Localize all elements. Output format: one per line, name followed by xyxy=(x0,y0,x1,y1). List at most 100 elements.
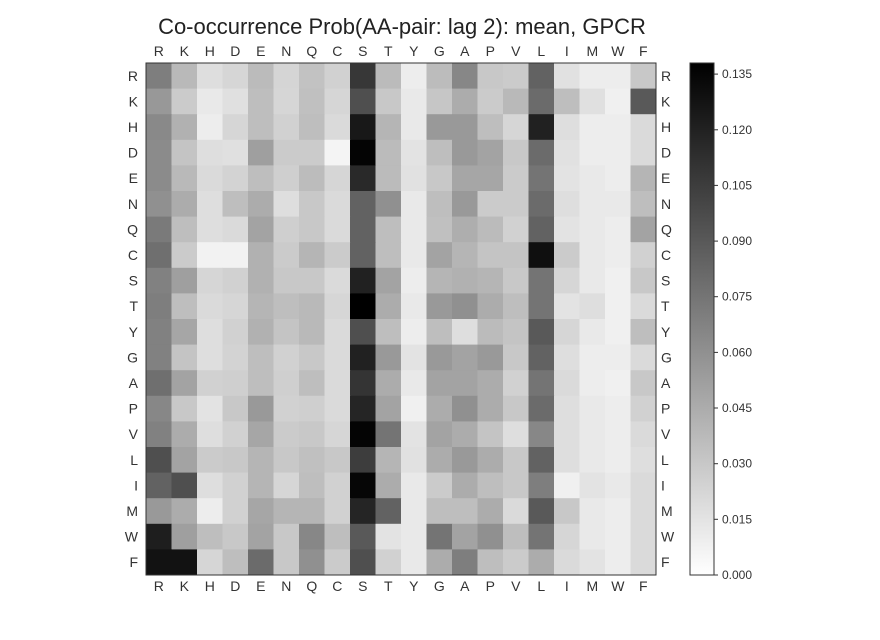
heatmap-cell-L-I xyxy=(554,447,580,474)
heatmap-cell-W-C xyxy=(324,523,351,550)
heatmap-cell-Q-R xyxy=(146,216,172,243)
heatmap-cell-F-N xyxy=(273,549,300,576)
heatmap-cell-W-N xyxy=(273,523,300,550)
heatmap-cell-C-F xyxy=(630,242,657,269)
heatmap-cell-E-D xyxy=(222,165,249,192)
heatmap-cell-W-W xyxy=(605,523,631,550)
heatmap-cell-M-C xyxy=(324,498,351,525)
y-tick-label-right-A: A xyxy=(661,375,671,391)
heatmap-cell-K-Y xyxy=(401,88,427,115)
heatmap-cell-I-G xyxy=(426,472,453,499)
heatmap-cell-I-A xyxy=(452,472,478,499)
heatmap-cell-M-P xyxy=(477,498,504,525)
heatmap-cell-D-A xyxy=(452,139,478,166)
heatmap-cell-H-L xyxy=(528,114,555,141)
y-tick-label-right-G: G xyxy=(661,349,672,365)
heatmap-cell-Q-I xyxy=(554,216,580,243)
heatmap-cell-P-I xyxy=(554,395,580,422)
heatmap-cell-C-D xyxy=(222,242,249,269)
heatmap-cell-M-G xyxy=(426,498,453,525)
x-tick-label-bottom-S: S xyxy=(358,578,367,594)
heatmap-cell-I-S xyxy=(350,472,376,499)
heatmap-cell-L-W xyxy=(605,447,631,474)
heatmap-cell-N-P xyxy=(477,191,504,218)
y-tick-label-right-Y: Y xyxy=(661,324,671,340)
heatmap-cell-R-A xyxy=(452,63,478,90)
y-tick-label-right-W: W xyxy=(661,529,675,545)
heatmap-cell-F-D xyxy=(222,549,249,576)
heatmap-cell-M-S xyxy=(350,498,376,525)
heatmap-cell-D-Y xyxy=(401,139,427,166)
heatmap-cell-Q-T xyxy=(375,216,402,243)
heatmap-cell-E-Q xyxy=(299,165,325,192)
y-tick-label-right-C: C xyxy=(661,247,671,263)
heatmap-cell-R-I xyxy=(554,63,580,90)
heatmap-cell-M-I xyxy=(554,498,580,525)
heatmap-cell-R-F xyxy=(630,63,657,90)
heatmap-cell-W-K xyxy=(171,523,198,550)
heatmap-cell-C-T xyxy=(375,242,402,269)
heatmap-cell-L-K xyxy=(171,447,198,474)
heatmap-cell-Q-Q xyxy=(299,216,325,243)
heatmap-cell-G-P xyxy=(477,344,504,371)
heatmap-cell-R-S xyxy=(350,63,376,90)
y-tick-label-left-G: G xyxy=(127,349,138,365)
heatmap-cell-K-M xyxy=(579,88,606,115)
heatmap-cell-G-G xyxy=(426,344,453,371)
heatmap-cell-G-Y xyxy=(401,344,427,371)
heatmap-cell-N-K xyxy=(171,191,198,218)
heatmap-cell-T-T xyxy=(375,293,402,320)
heatmap-cell-Y-H xyxy=(197,319,223,346)
heatmap-cell-E-W xyxy=(605,165,631,192)
y-tick-label-left-S: S xyxy=(129,273,138,289)
heatmap-cell-W-L xyxy=(528,523,555,550)
heatmap-cell-S-Y xyxy=(401,267,427,294)
heatmap-cell-N-Y xyxy=(401,191,427,218)
heatmap-cell-Q-Y xyxy=(401,216,427,243)
heatmap-cell-R-R xyxy=(146,63,172,90)
y-tick-label-left-R: R xyxy=(128,68,138,84)
heatmap-cell-T-M xyxy=(579,293,606,320)
heatmap-cell-T-N xyxy=(273,293,300,320)
heatmap-cell-C-L xyxy=(528,242,555,269)
heatmap-cell-R-K xyxy=(171,63,198,90)
heatmap-cell-T-S xyxy=(350,293,376,320)
heatmap-cell-W-F xyxy=(630,523,657,550)
heatmap-cell-H-T xyxy=(375,114,402,141)
heatmap-cell-L-E xyxy=(248,447,274,474)
heatmap-cell-P-S xyxy=(350,395,376,422)
heatmap-cell-A-R xyxy=(146,370,172,397)
heatmap-cell-Q-C xyxy=(324,216,351,243)
heatmap-cell-A-G xyxy=(426,370,453,397)
x-tick-label-bottom-N: N xyxy=(281,578,291,594)
heatmap-cell-C-C xyxy=(324,242,351,269)
heatmap-cell-K-F xyxy=(630,88,657,115)
y-tick-label-right-M: M xyxy=(661,503,673,519)
heatmap-cell-K-N xyxy=(273,88,300,115)
heatmap-cell-C-A xyxy=(452,242,478,269)
heatmap-cell-I-L xyxy=(528,472,555,499)
heatmap-cell-T-Y xyxy=(401,293,427,320)
x-tick-label-top-S: S xyxy=(358,43,367,59)
heatmap-cell-E-M xyxy=(579,165,606,192)
heatmap-cell-R-N xyxy=(273,63,300,90)
heatmap-cell-I-C xyxy=(324,472,351,499)
heatmap-cell-V-G xyxy=(426,421,453,448)
heatmap-cell-L-T xyxy=(375,447,402,474)
heatmap-cell-M-F xyxy=(630,498,657,525)
heatmap-cell-P-R xyxy=(146,395,172,422)
heatmap-cell-S-I xyxy=(554,267,580,294)
heatmap-cell-N-N xyxy=(273,191,300,218)
heatmap-cell-W-I xyxy=(554,523,580,550)
heatmap-cell-A-M xyxy=(579,370,606,397)
heatmap-cell-D-C xyxy=(324,139,351,166)
heatmap-cell-A-H xyxy=(197,370,223,397)
x-tick-label-top-G: G xyxy=(434,43,445,59)
heatmap-cell-T-P xyxy=(477,293,504,320)
heatmap-cell-G-Q xyxy=(299,344,325,371)
heatmap-cell-R-P xyxy=(477,63,504,90)
heatmap-cell-N-L xyxy=(528,191,555,218)
heatmap-cell-P-W xyxy=(605,395,631,422)
heatmap-cell-Q-W xyxy=(605,216,631,243)
